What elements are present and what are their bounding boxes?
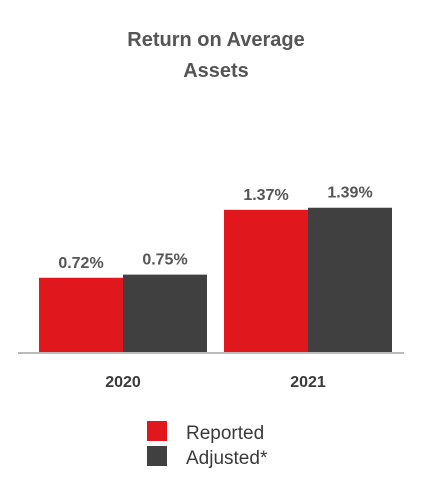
chart-title-line-1: Return on Average bbox=[127, 29, 304, 51]
data-label-reported-2020: 0.72% bbox=[58, 255, 103, 272]
bar-adjusted-2021 bbox=[308, 207, 392, 353]
legend-swatch-adjusted bbox=[147, 446, 167, 466]
category-labels: 2020 2021 bbox=[105, 374, 326, 391]
data-label-adjusted-2021: 1.39% bbox=[327, 185, 372, 202]
bar-group: 0.72% 0.75% 1.37% 1.39% bbox=[39, 185, 392, 353]
category-label-2020: 2020 bbox=[105, 374, 141, 391]
bar-reported-2020 bbox=[39, 277, 123, 353]
legend-swatch-reported bbox=[147, 421, 167, 441]
category-label-2021: 2021 bbox=[290, 374, 326, 391]
data-label-reported-2021: 1.37% bbox=[243, 187, 288, 204]
bar-adjusted-2020 bbox=[123, 274, 207, 353]
legend-label-reported: Reported bbox=[186, 423, 264, 444]
chart-title-line-2: Assets bbox=[183, 60, 249, 82]
legend: Reported Adjusted* bbox=[147, 421, 268, 469]
legend-label-adjusted: Adjusted* bbox=[186, 448, 268, 469]
bar-reported-2021 bbox=[224, 209, 308, 353]
data-label-adjusted-2020: 0.75% bbox=[142, 252, 187, 269]
